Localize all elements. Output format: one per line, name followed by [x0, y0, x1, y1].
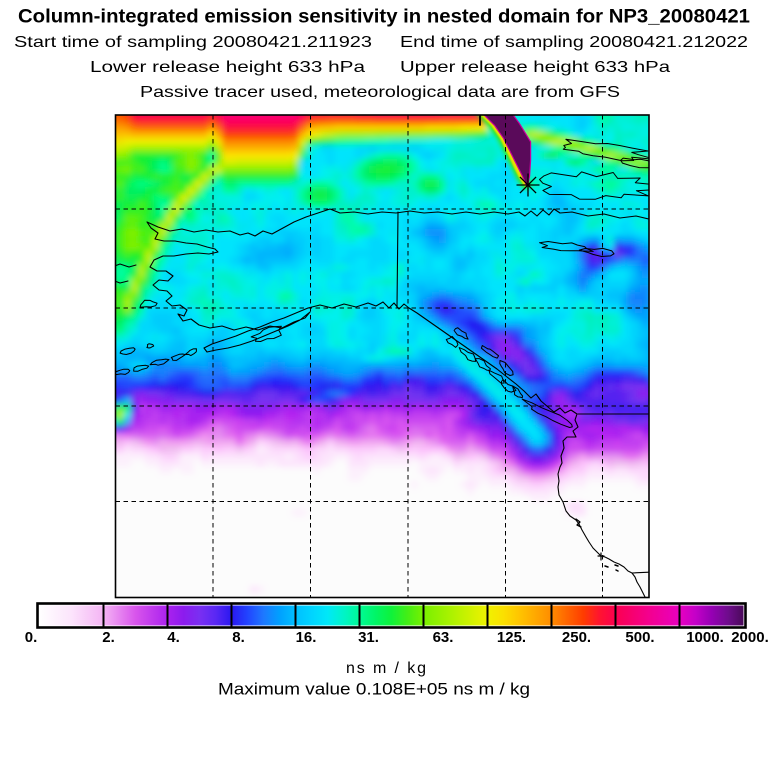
svg-text:Column-integrated emission sen: Column-integrated emission sensitivity i… — [18, 7, 750, 28]
svg-text:250.: 250. — [562, 629, 591, 646]
svg-text:ns m / kg: ns m / kg — [346, 660, 426, 677]
svg-text:63.: 63. — [433, 629, 454, 646]
svg-text:8.: 8. — [232, 629, 245, 646]
svg-text:31.: 31. — [358, 629, 379, 646]
svg-text:Start time of sampling 2008042: Start time of sampling 20080421.211923 — [14, 34, 372, 51]
svg-text:Passive tracer used, meteorolo: Passive tracer used, meteorological data… — [140, 84, 620, 101]
svg-text:125.: 125. — [497, 629, 526, 646]
svg-text:500.: 500. — [625, 629, 654, 646]
svg-text:0.: 0. — [25, 629, 38, 646]
svg-text:Maximum value 0.108E+05 ns m: Maximum value 0.108E+05 ns m / kg — [218, 680, 530, 699]
svg-text:End time of sampling 20080421.: End time of sampling 20080421.212022 — [400, 34, 748, 51]
svg-text:4.: 4. — [167, 629, 180, 646]
svg-text:1000.: 1000. — [686, 629, 724, 646]
svg-text:16.: 16. — [296, 629, 317, 646]
svg-text:Lower release height 633 hPa: Lower release height 633 hPa — [90, 59, 365, 76]
svg-text:2.: 2. — [102, 629, 115, 646]
svg-text:Upper release height 633 hPa: Upper release height 633 hPa — [400, 59, 670, 76]
svg-text:2000.: 2000. — [731, 629, 768, 646]
